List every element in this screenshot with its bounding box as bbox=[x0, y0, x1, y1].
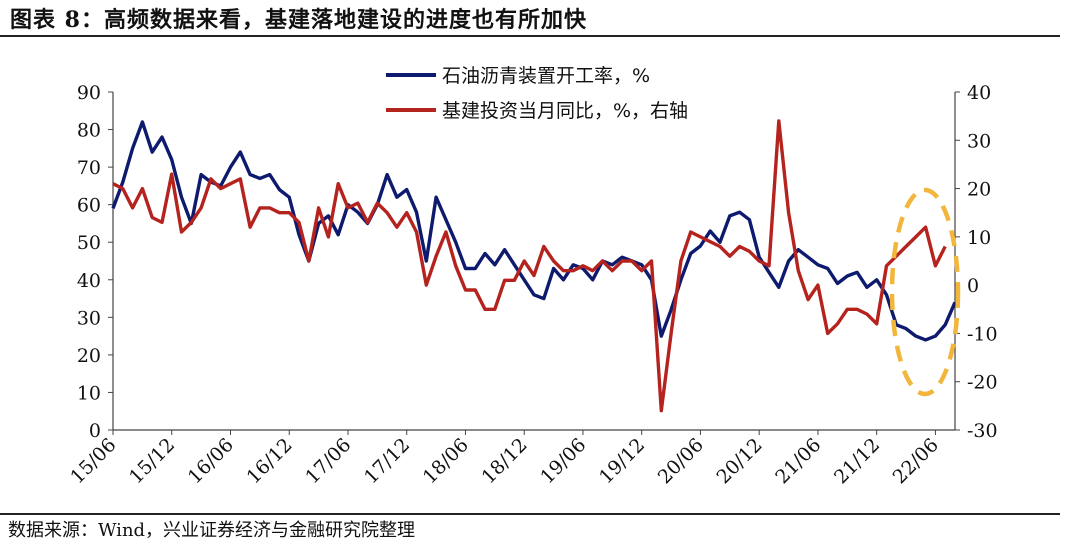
right-axis-tick-label: 20 bbox=[967, 179, 991, 201]
x-axis-tick-label: 21/12 bbox=[830, 434, 884, 488]
annotation-layer bbox=[889, 187, 961, 397]
right-axis-tick-label: 0 bbox=[967, 275, 979, 297]
right-axis-tick-label: 40 bbox=[967, 82, 991, 104]
x-axis-tick-label: 21/06 bbox=[771, 434, 825, 488]
x-axis-tick-label: 22/06 bbox=[889, 434, 943, 488]
legend-label: 石油沥青装置开工率，% bbox=[442, 65, 650, 87]
series-line-asphalt-utilization bbox=[111, 120, 957, 342]
x-axis-tick-label: 18/06 bbox=[419, 434, 473, 488]
right-axis-tick-label: -30 bbox=[967, 420, 998, 442]
right-axis-tick-label: -20 bbox=[967, 372, 998, 394]
chart-axes: 0 10 20 30 40 50 60 70 80 90 -30 -20 -10 0 10 20 30 40 15/… bbox=[66, 82, 997, 488]
x-axis-tick-label: 16/06 bbox=[184, 434, 238, 488]
figure-title: 图表 8：高频数据来看，基建落地建设的进度也有所加快 bbox=[10, 7, 587, 33]
left-axis-tick-label: 20 bbox=[77, 345, 101, 367]
x-axis-tick-label: 16/12 bbox=[242, 434, 296, 488]
left-axis-tick-label: 0 bbox=[89, 420, 101, 442]
left-axis-tick-label: 60 bbox=[77, 195, 101, 217]
footer-rule bbox=[0, 513, 1060, 515]
x-axis-tick-label: 15/12 bbox=[125, 434, 179, 488]
x-axis-tick-label: 17/12 bbox=[360, 434, 414, 488]
source-note: 数据来源：Wind，兴业证券经济与金融研究院整理 bbox=[8, 520, 416, 541]
left-axis-tick-label: 70 bbox=[77, 157, 101, 179]
left-axis-tick-label: 90 bbox=[77, 82, 101, 104]
right-axis-tick-label: 10 bbox=[967, 227, 991, 249]
right-axis-tick-label: 30 bbox=[967, 130, 991, 152]
legend-label: 基建投资当月同比，%，右轴 bbox=[442, 100, 688, 122]
highlight-circle bbox=[889, 187, 961, 397]
x-axis-tick-label: 18/12 bbox=[477, 434, 531, 488]
left-axis-tick-label: 50 bbox=[77, 232, 101, 254]
left-axis-tick-label: 30 bbox=[77, 307, 101, 329]
x-axis-tick-label: 19/06 bbox=[536, 434, 590, 488]
left-axis-tick-label: 40 bbox=[77, 270, 101, 292]
left-axis-tick-label: 10 bbox=[77, 382, 101, 404]
chart-legend: 石油沥青装置开工率，% 基建投资当月同比，%，右轴 bbox=[386, 65, 688, 122]
x-axis-tick-label: 20/12 bbox=[712, 434, 766, 488]
x-axis-tick-label: 15/06 bbox=[66, 434, 120, 488]
left-axis-tick-label: 80 bbox=[77, 120, 101, 142]
right-axis-tick-label: -10 bbox=[967, 323, 998, 345]
series-layer bbox=[111, 119, 957, 413]
series-line-infrastructure-yoy bbox=[112, 119, 947, 413]
x-axis-tick-label: 19/12 bbox=[595, 434, 649, 488]
title-rule bbox=[0, 35, 1060, 37]
x-axis-tick-label: 20/06 bbox=[654, 434, 708, 488]
x-axis-tick-label: 17/06 bbox=[301, 434, 355, 488]
